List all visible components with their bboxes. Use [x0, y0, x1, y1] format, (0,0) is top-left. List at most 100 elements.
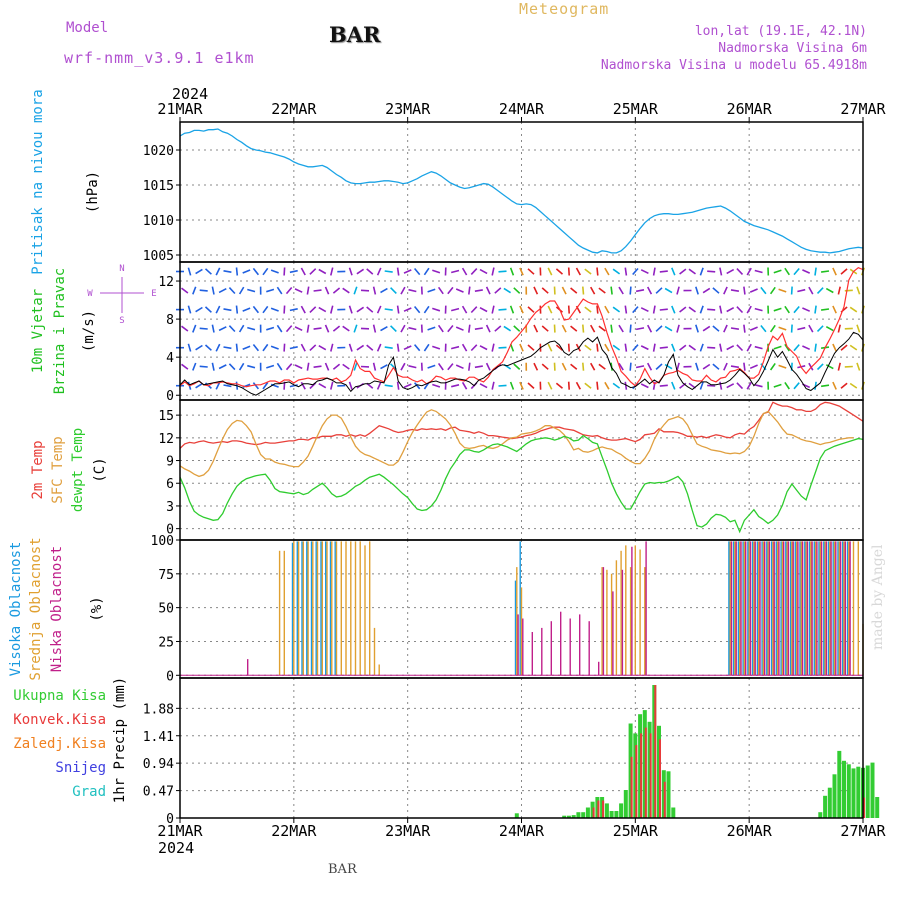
- wind-arrow: [491, 267, 495, 276]
- wind-arrow: [366, 306, 374, 313]
- bar-precip-1: [602, 800, 605, 818]
- bar-precip-0: [619, 803, 624, 818]
- x-tick-label-bottom: 24MAR: [499, 822, 545, 840]
- wind-arrow: [808, 286, 814, 295]
- compass-south: S: [119, 316, 124, 326]
- wind-arrow: [238, 286, 245, 295]
- wind-arrow: [655, 363, 663, 370]
- x-tick-label-top: 27MAR: [840, 100, 886, 118]
- wind-arrow: [702, 363, 711, 370]
- wind-arrow: [348, 305, 353, 314]
- y-tick-label: 12: [158, 432, 174, 447]
- wind-arrow: [513, 363, 521, 370]
- wind-arrow: [618, 362, 624, 371]
- wind-arrow: [474, 289, 483, 292]
- wind-arrow: [396, 343, 400, 352]
- wind-arrow: [629, 362, 632, 371]
- mark-layer: [100, 128, 880, 819]
- wind-arrow: [187, 267, 192, 276]
- wind-arrow: [688, 306, 696, 313]
- bar-precip-0: [856, 766, 861, 818]
- bar-precip-1: [659, 739, 661, 819]
- wind-arrow: [723, 286, 728, 295]
- wind-arrow: [688, 344, 696, 351]
- wind-arrow: [384, 270, 393, 273]
- wind-arrow: [856, 362, 861, 371]
- wind-arrow: [849, 382, 858, 389]
- wind-arrow: [330, 267, 334, 276]
- wind-arrow: [276, 286, 283, 295]
- y-tick-label: 0: [166, 812, 174, 827]
- wind-arrow: [793, 305, 800, 314]
- wind-arrow: [376, 305, 382, 314]
- bar-precip-0: [851, 768, 856, 818]
- wind-arrow: [754, 345, 763, 350]
- x-tick-label-top: 25MAR: [613, 100, 659, 118]
- wind-arrow: [610, 286, 613, 295]
- wind-arrow: [195, 306, 203, 313]
- wind-arrow: [366, 344, 374, 351]
- wind-arrow: [204, 268, 212, 275]
- ylabel-wind-2: Brzina i Pravac: [52, 268, 68, 394]
- wind-arrow: [498, 346, 507, 349]
- wind-arrow: [252, 305, 260, 314]
- wind-arrow: [825, 287, 834, 294]
- wind-arrow: [348, 267, 353, 276]
- wind-arrow: [730, 327, 740, 330]
- y-tick-label: 3: [166, 500, 174, 515]
- y-tick-label: 1.88: [143, 702, 174, 717]
- wind-arrow: [289, 346, 298, 350]
- wind-arrow: [820, 270, 830, 273]
- wind-arrow: [635, 365, 645, 369]
- y-tick-label: 50: [158, 602, 174, 617]
- wind-arrow: [437, 362, 444, 371]
- location-text: lon,lat (19.1E, 42.1N): [694, 24, 867, 39]
- wind-arrow: [604, 267, 610, 276]
- wind-arrow: [561, 362, 567, 371]
- wind-arrow: [408, 326, 417, 331]
- wind-arrow: [832, 381, 837, 390]
- wind-arrow: [218, 287, 227, 294]
- wind-arrow: [192, 362, 197, 371]
- wind-arrow: [519, 305, 524, 314]
- wind-arrow: [743, 286, 746, 295]
- bar-precip-0: [827, 787, 832, 818]
- wind-arrow: [330, 305, 334, 314]
- wind-arrow: [432, 269, 441, 274]
- panel-frame: [179, 677, 864, 819]
- y-tick-label: 1020: [143, 144, 174, 159]
- bar-precip-0: [842, 760, 846, 818]
- wind-arrow: [695, 362, 699, 371]
- wind-arrow: [547, 381, 553, 390]
- wind-arrow: [784, 267, 790, 276]
- wind-arrow: [332, 325, 341, 332]
- wind-arrow: [348, 381, 353, 390]
- wind-arrow: [760, 324, 767, 333]
- wind-arrow: [679, 268, 687, 275]
- wind-arrow: [247, 326, 256, 331]
- y-tick-label: 0: [166, 669, 174, 684]
- chart-title: Meteogram: [519, 0, 610, 18]
- wind-arrow: [719, 381, 723, 390]
- wind-arrow: [309, 344, 317, 351]
- wind-arrow: [635, 327, 645, 331]
- legend-precip-4: Grad: [72, 784, 106, 800]
- wind-arrow: [228, 363, 236, 371]
- credit-text: made by Angel: [870, 544, 886, 651]
- wind-arrow: [294, 364, 303, 370]
- wind-arrow: [802, 307, 811, 312]
- frame-layer: [176, 117, 864, 823]
- wind-arrow: [215, 305, 221, 314]
- wind-arrow: [342, 325, 350, 332]
- wind-arrow: [356, 268, 365, 275]
- bar-precip-1: [649, 733, 652, 818]
- wind-arrow: [547, 305, 553, 314]
- wind-arrow: [252, 267, 260, 276]
- wind-arrow: [837, 324, 841, 333]
- wind-arrow: [541, 363, 549, 370]
- x-tick-label-top: 23MAR: [385, 100, 431, 118]
- wind-arrow: [596, 381, 599, 390]
- wind-arrow: [396, 267, 400, 276]
- bar-precip-0: [818, 812, 823, 818]
- wind-arrow: [324, 324, 330, 333]
